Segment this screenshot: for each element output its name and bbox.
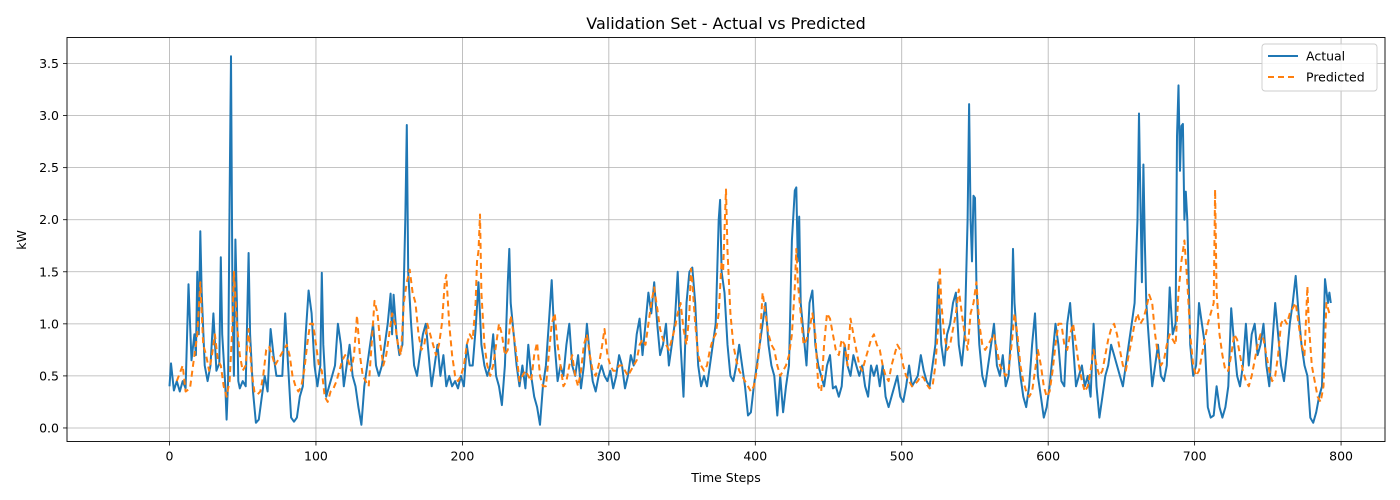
x-tick-label: 700 xyxy=(1183,449,1207,464)
x-tick-label: 300 xyxy=(597,449,621,464)
x-axis-label: Time Steps xyxy=(690,470,761,485)
y-tick-label: 0.5 xyxy=(39,368,59,383)
x-tick-label: 400 xyxy=(743,449,767,464)
y-tick-label: 2.5 xyxy=(39,160,59,175)
y-tick-label: 1.0 xyxy=(39,316,59,331)
legend-label-predicted: Predicted xyxy=(1306,70,1365,85)
y-tick-label: 2.0 xyxy=(39,212,59,227)
y-tick-label: 3.0 xyxy=(39,108,59,123)
y-tick-label: 1.5 xyxy=(39,264,59,279)
x-axis: 0 100 200 300 400 500 600 700 800 xyxy=(166,441,1353,464)
y-axis: 0.0 0.5 1.0 1.5 2.0 2.5 3.0 3.5 xyxy=(39,56,67,435)
chart-title: Validation Set - Actual vs Predicted xyxy=(586,14,866,33)
y-axis-label: kW xyxy=(14,230,29,250)
x-tick-label: 200 xyxy=(450,449,474,464)
legend: Actual Predicted xyxy=(1261,43,1378,92)
x-tick-label: 500 xyxy=(890,449,914,464)
x-tick-label: 600 xyxy=(1036,449,1060,464)
plot-frame xyxy=(66,37,1386,442)
x-tick-label: 0 xyxy=(166,449,174,464)
legend-label-actual: Actual xyxy=(1306,49,1345,64)
x-tick-label: 800 xyxy=(1329,449,1353,464)
x-tick-label: 100 xyxy=(304,449,328,464)
series-line-predicted xyxy=(175,188,1331,403)
series-layer xyxy=(168,55,1332,426)
y-tick-label: 0.0 xyxy=(39,420,59,435)
y-tick-label: 3.5 xyxy=(39,56,59,71)
series-line-actual xyxy=(168,55,1332,426)
